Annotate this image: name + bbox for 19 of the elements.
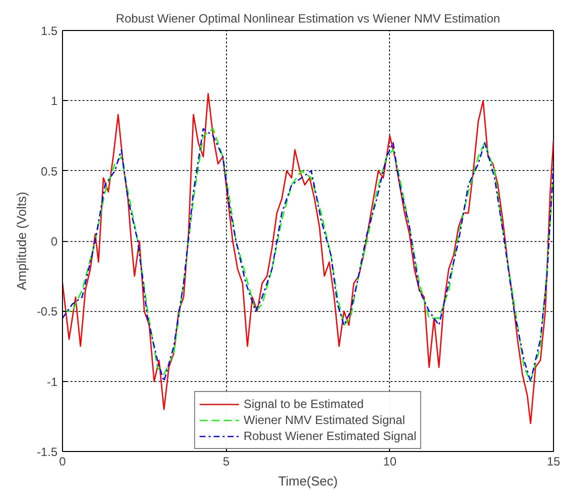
y-tick-label: -0.5 [36,304,58,319]
x-axis-title: Time(Sec) [278,474,338,488]
legend-label: Robust Wiener Estimated Signal [244,428,416,444]
legend-label: Signal to be Estimated [244,396,364,412]
legend-label: Wiener NMV Estimated Signal [244,412,406,428]
y-tick-label: -1.5 [36,445,58,459]
y-tick-label: 1 [50,94,58,108]
x-tick-label: 5 [222,454,230,468]
x-tick-label: 15 [546,454,560,468]
y-tick-label: 0 [50,234,58,248]
y-tick-label: 1.5 [40,24,58,38]
x-tick-label: 0 [59,454,66,468]
y-tick-label: 0.5 [40,164,58,178]
x-tick-label: 10 [383,454,397,468]
line-series [62,128,554,382]
chart-title: Robust Wiener Optimal Nonlinear Estimation vs Wiener NMV Estimation [116,12,500,26]
y-axis-title: Amplitude (Volts) [14,192,29,290]
line-series [62,93,554,424]
y-tick-label: -1 [46,374,58,389]
